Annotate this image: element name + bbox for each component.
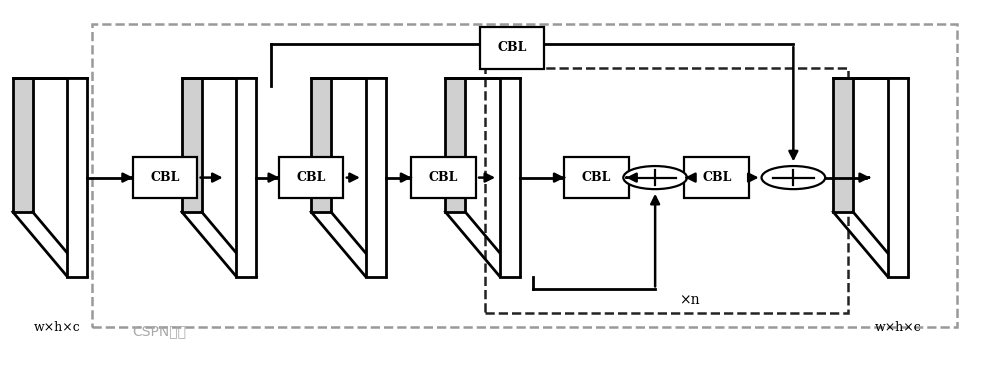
Circle shape bbox=[762, 166, 825, 189]
Text: CBL: CBL bbox=[582, 171, 611, 184]
Bar bbox=[133, 157, 197, 198]
Polygon shape bbox=[311, 78, 331, 212]
Text: w×h×c: w×h×c bbox=[874, 321, 921, 334]
Text: ×n: ×n bbox=[679, 293, 700, 307]
Polygon shape bbox=[13, 78, 33, 212]
Polygon shape bbox=[67, 78, 87, 277]
Text: CBL: CBL bbox=[296, 171, 326, 184]
Polygon shape bbox=[500, 78, 520, 277]
Polygon shape bbox=[366, 78, 386, 277]
Text: CBL: CBL bbox=[150, 171, 180, 184]
Text: CBL: CBL bbox=[702, 171, 731, 184]
Text: CBL: CBL bbox=[429, 171, 458, 184]
Circle shape bbox=[623, 166, 687, 189]
Bar bbox=[684, 157, 749, 198]
Polygon shape bbox=[445, 78, 465, 212]
Text: CBL: CBL bbox=[497, 41, 527, 54]
Bar bbox=[480, 27, 544, 68]
Bar bbox=[92, 25, 957, 327]
Bar bbox=[411, 157, 476, 198]
Bar bbox=[485, 68, 848, 313]
Polygon shape bbox=[833, 78, 853, 212]
Polygon shape bbox=[182, 78, 202, 212]
Bar bbox=[279, 157, 343, 198]
Polygon shape bbox=[236, 78, 256, 277]
Text: w×h×c: w×h×c bbox=[34, 321, 81, 334]
Polygon shape bbox=[888, 78, 908, 277]
Bar bbox=[564, 157, 629, 198]
Text: CSPN模块: CSPN模块 bbox=[132, 324, 186, 338]
